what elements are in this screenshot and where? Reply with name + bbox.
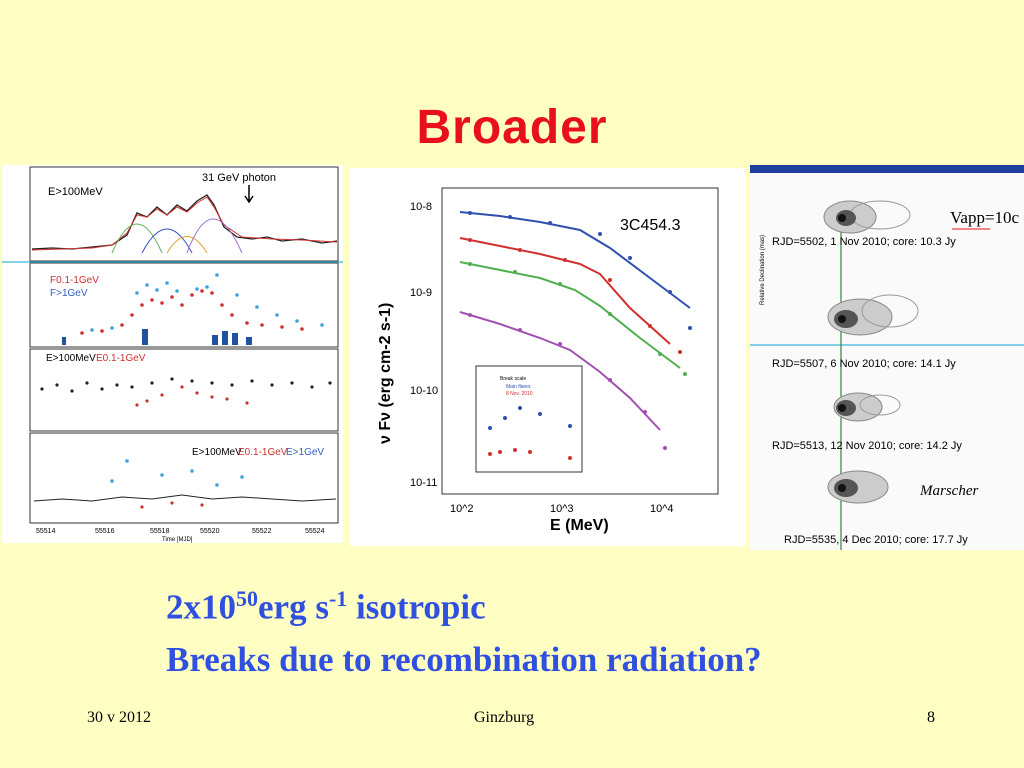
energy-unit-exponent: -1 — [328, 586, 348, 611]
energy-statement: 2x1050erg s-1 isotropic — [166, 586, 486, 628]
y-tick-3: 10-11 — [410, 477, 437, 489]
footer-date: 30 v 2012 — [87, 709, 151, 726]
x-tick-2: 10^4 — [650, 503, 674, 515]
x-tick-1: 10^3 — [550, 503, 574, 515]
y-tick-1: 10-9 — [410, 287, 432, 299]
y-tick-2: 10-10 — [410, 385, 438, 397]
energy-qualifier: isotropic — [347, 587, 486, 627]
x-axis-label: Time [MJD] — [162, 537, 193, 543]
x-tick-5: 55524 — [305, 528, 325, 535]
energy-unit: erg s — [258, 587, 329, 627]
footer-page-number: 8 — [927, 709, 935, 726]
epoch-3: RJD=5513, 12 Nov 2010; core: 14.2 Jy — [772, 440, 962, 452]
energy-mantissa: 2x10 — [166, 587, 236, 627]
light-curve-figure: E>100MeV 31 GeV photon F0.1-1GeV F>1GeV … — [2, 165, 343, 543]
x-tick-1: 55516 — [95, 528, 115, 535]
epoch-2: RJD=5507, 6 Nov 2010; core: 14.1 Jy — [772, 358, 956, 370]
x-tick-3: 55520 — [200, 528, 220, 535]
index-label-2b: E0.1-1GeV — [238, 447, 288, 458]
sed-xlabel: E (MeV) — [550, 517, 609, 534]
vapp-label: Vapp=10c — [950, 208, 1020, 227]
vlba-image-figure: RJD=5502, 1 Nov 2010; core: 10.3 Jy Vapp… — [750, 165, 1024, 550]
lc-energy-label: E>100MeV — [48, 186, 103, 198]
index-label-2: E0.1-1GeV — [96, 353, 146, 364]
epoch-1: RJD=5502, 1 Nov 2010; core: 10.3 Jy — [772, 236, 956, 248]
source-label: 3C454.3 — [620, 217, 681, 234]
flux-label-1: F0.1-1GeV — [50, 275, 99, 286]
epoch-4: RJD=5535, 4 Dec 2010; core: 17.7 Jy — [784, 534, 968, 546]
x-tick-0: 55514 — [36, 528, 56, 535]
index-label-1: E>100MeV — [46, 353, 96, 364]
index-label-3: E>1GeV — [286, 447, 324, 458]
dec-axis-label: Relative Declination (mas) — [760, 235, 766, 305]
inset-legend-2: Main flares — [506, 384, 531, 390]
inset-legend-1: Break scale — [500, 376, 526, 382]
inset-legend-3: 8 Nov. 2010 — [506, 391, 533, 397]
flux-label-2: F>1GeV — [50, 288, 88, 299]
breaks-question: Breaks due to recombination radiation? — [166, 640, 762, 679]
sed-figure: 3C454.3 ν Fν (erg cm-2 s-1) E (MeV) 10-8… — [350, 168, 746, 546]
photon-label: 31 GeV photon — [202, 172, 276, 184]
energy-exponent: 50 — [236, 586, 258, 611]
sed-ylabel: ν Fν (erg cm-2 s-1) — [377, 303, 394, 444]
y-tick-0: 10-8 — [410, 201, 432, 213]
x-tick-4: 55522 — [252, 528, 272, 535]
x-tick-2: 55518 — [150, 528, 170, 535]
slide-title: Broader — [416, 101, 608, 154]
credit-label: Marscher — [919, 483, 978, 499]
x-tick-0: 10^2 — [450, 503, 474, 515]
footer-author: Ginzburg — [474, 709, 535, 726]
index-label-1b: E>100MeV — [192, 447, 242, 458]
